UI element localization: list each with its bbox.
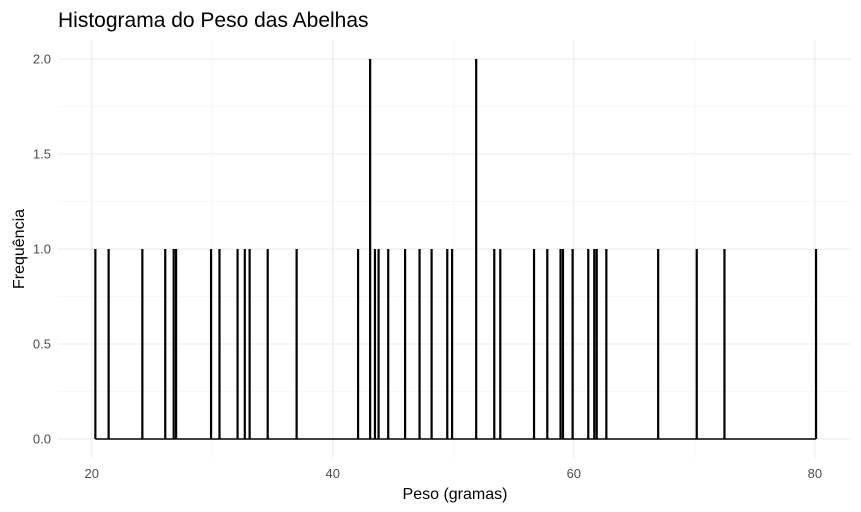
y-tick-label: 1.0: [33, 242, 51, 257]
x-tick-label: 60: [567, 466, 581, 481]
x-tick-label: 20: [85, 466, 99, 481]
y-tick-label: 0.5: [33, 337, 51, 352]
bars: [94, 59, 818, 440]
x-tick-label: 80: [808, 466, 822, 481]
x-axis-title: Peso (gramas): [403, 486, 508, 503]
tick-labels: 20 40 60 80 0.0 0.5 1.0 1.5 2.0: [33, 52, 822, 482]
x-tick-label: 40: [326, 466, 340, 481]
y-tick-label: 1.5: [33, 147, 51, 162]
y-axis-title: Frequência: [11, 209, 28, 289]
y-tick-label: 0.0: [33, 432, 51, 447]
y-tick-label: 2.0: [33, 52, 51, 67]
chart-title: Histograma do Peso das Abelhas: [58, 9, 369, 32]
